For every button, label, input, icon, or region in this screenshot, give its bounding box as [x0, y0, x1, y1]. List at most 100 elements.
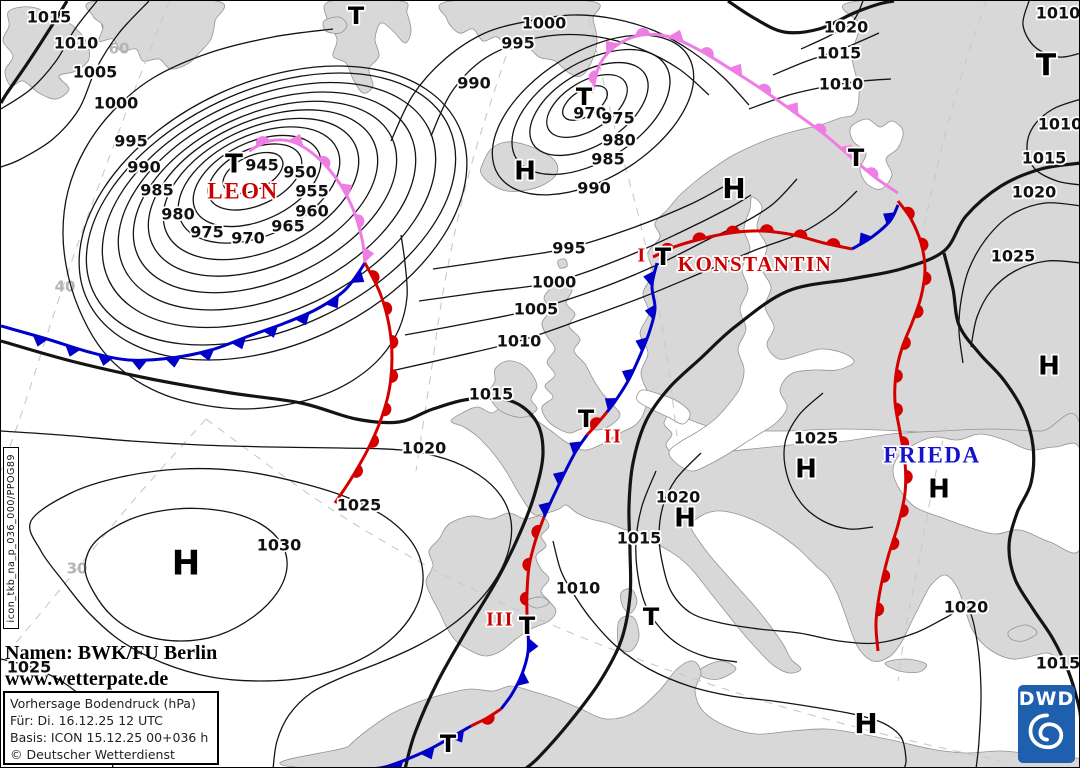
- land-sicily: [699, 660, 737, 680]
- north-low-rings: [491, 34, 695, 196]
- cold-front: [542, 434, 589, 518]
- warm-front: [525, 516, 546, 631]
- north-low-rings: [562, 85, 608, 121]
- isobar: [1, 430, 513, 767]
- cold-front-marker: [643, 270, 655, 287]
- occluded-front-marker: [288, 133, 304, 147]
- isobar: [970, 260, 1079, 348]
- high-center-letter: H: [928, 475, 950, 505]
- pressure-label: 1015: [617, 529, 662, 548]
- pressure-system-name: I: [637, 245, 646, 267]
- pressure-label: 1005: [514, 300, 559, 319]
- cold-front: [374, 724, 472, 767]
- pressure-label: 1015: [469, 385, 514, 404]
- pressure-label: 1010: [54, 34, 99, 53]
- pressure-label: 1020: [1012, 183, 1057, 202]
- info-valid-time: Für: Di. 16.12.25 12 UTC: [10, 713, 163, 728]
- pressure-label: 990: [457, 74, 490, 93]
- warm-front-marker: [522, 557, 531, 572]
- low-center-letter: T: [578, 405, 595, 433]
- cold-front-marker: [516, 671, 530, 687]
- land-balearic: [525, 596, 550, 609]
- cold-front-marker: [294, 312, 310, 326]
- warm-front: [333, 262, 394, 504]
- graticule-line: [1, 418, 207, 662]
- warm-front-marker: [876, 602, 885, 617]
- occluded-front-marker: [605, 40, 619, 54]
- info-model-basis: Basis: ICON 15.12.25 00+036 h: [10, 730, 209, 745]
- pressure-label: 995: [114, 132, 147, 151]
- high-center-letter: H: [514, 157, 536, 187]
- low-center-letter: T: [519, 612, 536, 640]
- warm-front-marker: [905, 469, 913, 484]
- leon-rings: [222, 151, 284, 195]
- leon-rings: [207, 143, 303, 211]
- land-canada-coast: [2, 6, 91, 100]
- pressure-label: 1015: [817, 44, 862, 63]
- isobar: [390, 190, 858, 372]
- pressure-label: 975: [601, 109, 634, 128]
- cold-front-marker: [198, 349, 215, 361]
- dwd-logo: DWD: [1018, 685, 1075, 763]
- isobar: [958, 202, 1079, 364]
- high-center-letter: H: [795, 455, 817, 485]
- pressure-label: 955: [295, 182, 328, 201]
- warm-front-marker: [390, 335, 399, 349]
- land-svalbard-band: [438, 1, 601, 77]
- pressure-system-name: KONSTANTIN: [678, 252, 833, 276]
- leon-rings: [162, 117, 360, 261]
- warm-front-marker: [901, 336, 911, 350]
- fronts: [1, 27, 932, 767]
- warm-front-marker: [390, 368, 399, 383]
- graticule-label: 60: [109, 40, 130, 58]
- forecast-info-box: Vorhersage Bodendruck (hPa) Für: Di. 16.…: [3, 691, 219, 765]
- isobar: [1, 1, 98, 110]
- warm-front-marker: [589, 417, 602, 430]
- cold-front-marker: [635, 337, 648, 352]
- north-low-rings: [546, 73, 628, 139]
- isobar: [635, 470, 738, 663]
- pressure-label: 990: [127, 158, 160, 177]
- product-code-box: icon_tkb_na_p_036_000/PPOG89: [3, 447, 19, 629]
- occluded-front-marker: [318, 156, 331, 169]
- cold-front-marker: [420, 746, 435, 760]
- pressure-label: 1020: [656, 488, 701, 507]
- low-center-letter: T: [576, 83, 593, 111]
- pressure-system-name: II: [604, 426, 623, 448]
- warm-front: [652, 229, 853, 259]
- warm-front-marker: [352, 464, 363, 478]
- occluded-front-marker: [255, 136, 270, 146]
- cold-front-marker: [325, 295, 339, 309]
- graticule-line: [922, 1, 987, 232]
- warm-front-marker: [531, 524, 541, 539]
- isobar-bold: [524, 161, 1079, 767]
- warm-front-marker: [919, 237, 929, 252]
- pressure-label: 970: [231, 229, 264, 248]
- pressure-label: 1015: [1022, 149, 1067, 168]
- cold-front-marker: [32, 334, 49, 347]
- leon-rings: [177, 126, 341, 244]
- graticule-line: [897, 425, 947, 682]
- warm-front-marker: [793, 229, 808, 239]
- occluded-front-marker: [839, 144, 852, 158]
- warm-front-marker: [369, 270, 380, 284]
- land-iceland: [480, 141, 559, 192]
- isobar: [430, 33, 710, 137]
- low-center-letter: T: [440, 730, 457, 758]
- isobar-bold: [727, 1, 895, 35]
- sea-white-sea: [849, 118, 904, 190]
- cold-front-marker: [450, 730, 465, 743]
- cold-front-marker: [883, 212, 896, 226]
- pressure-label: 1020: [402, 439, 447, 458]
- low-center-letter: T: [643, 603, 660, 631]
- graticule-line: [205, 418, 1002, 762]
- cold-front-marker: [569, 441, 583, 455]
- isobar: [390, 14, 750, 142]
- graticule-line: [1, 1, 170, 472]
- isobar: [1022, 1, 1079, 58]
- cold-front-marker: [621, 368, 635, 383]
- occluded-front-marker: [813, 123, 827, 135]
- warm-front-marker: [481, 714, 495, 725]
- isobar: [1, 1, 150, 168]
